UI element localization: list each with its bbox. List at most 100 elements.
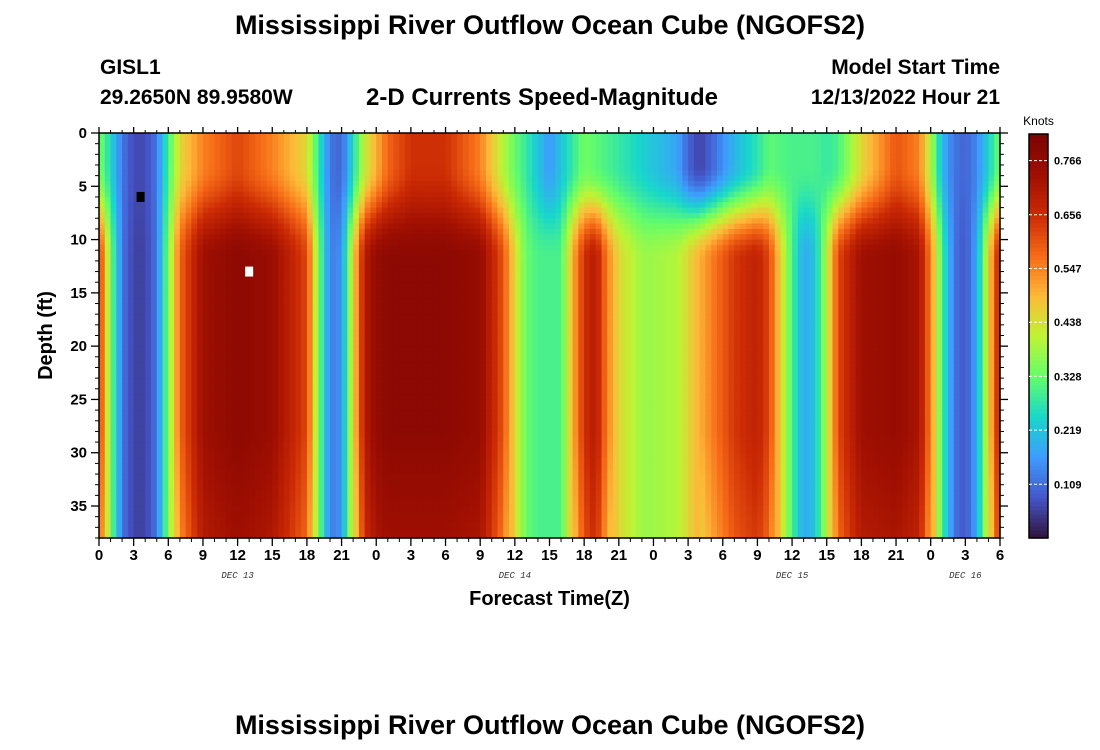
heatmap-cell xyxy=(335,351,343,358)
heatmap-cell xyxy=(382,351,389,358)
heatmap-cell xyxy=(387,442,395,449)
heatmap-cell xyxy=(127,351,135,358)
heatmap-cell xyxy=(393,319,400,326)
heatmap-cell xyxy=(283,383,291,390)
heatmap-cell xyxy=(133,484,141,491)
heatmap-cell xyxy=(208,260,216,267)
heatmap-cell xyxy=(156,154,164,161)
heatmap-cell xyxy=(99,223,106,230)
heatmap-cell xyxy=(116,298,123,305)
heatmap-cell xyxy=(174,196,181,203)
heatmap-cell xyxy=(127,388,135,395)
heatmap-cell xyxy=(393,532,400,539)
heatmap-cell xyxy=(335,495,343,502)
heatmap-cell xyxy=(358,239,366,246)
heatmap-cell xyxy=(405,516,412,523)
heatmap-cell xyxy=(197,367,204,374)
heatmap-cell xyxy=(174,500,181,507)
heatmap-cell xyxy=(278,532,285,539)
heatmap-cell xyxy=(451,228,458,235)
heatmap-cell xyxy=(330,319,337,326)
heatmap-cell xyxy=(382,287,389,294)
heatmap-cell xyxy=(376,495,383,502)
heatmap-cell xyxy=(272,314,279,321)
heatmap-cell xyxy=(353,266,360,273)
heatmap-cell xyxy=(220,420,227,427)
heatmap-cell xyxy=(312,207,320,214)
heatmap-cell xyxy=(122,308,129,315)
heatmap-cell xyxy=(474,159,481,166)
heatmap-cell xyxy=(387,410,395,417)
heatmap-cell xyxy=(422,346,429,353)
heatmap-cell xyxy=(99,196,106,203)
heatmap-cell xyxy=(127,415,135,422)
heatmap-cell xyxy=(341,239,348,246)
heatmap-cell xyxy=(353,340,360,347)
heatmap-cell xyxy=(439,282,447,289)
heatmap-cell xyxy=(347,186,354,193)
heatmap-cell xyxy=(370,207,377,214)
heatmap-cell xyxy=(110,415,117,422)
heatmap-cell xyxy=(139,495,146,502)
heatmap-cell xyxy=(145,404,152,411)
heatmap-cell xyxy=(370,180,377,187)
heatmap-cell xyxy=(295,340,302,347)
heatmap-cell xyxy=(376,511,383,518)
heatmap-cell xyxy=(428,490,435,496)
heatmap-cell xyxy=(416,431,424,438)
heatmap-cell xyxy=(226,212,233,219)
heatmap-cell xyxy=(301,143,308,150)
heatmap-cell xyxy=(295,164,302,171)
heatmap-cell xyxy=(410,298,418,305)
heatmap-cell xyxy=(104,276,112,283)
heatmap-cell xyxy=(168,218,175,225)
heatmap-cell xyxy=(226,399,233,406)
heatmap-cell xyxy=(330,351,337,358)
heatmap-cell xyxy=(422,175,429,182)
heatmap-cell xyxy=(295,223,302,230)
heatmap-cell xyxy=(353,522,360,528)
heatmap-cell xyxy=(127,458,135,464)
heatmap-cell xyxy=(445,191,452,198)
heatmap-cell xyxy=(243,410,250,417)
heatmap-cell xyxy=(127,511,135,518)
heatmap-cell xyxy=(399,463,406,470)
heatmap-cell xyxy=(104,212,112,219)
heatmap-cell xyxy=(226,340,233,347)
heatmap-cell xyxy=(301,133,308,139)
heatmap-cell xyxy=(272,356,279,363)
heatmap-cell xyxy=(347,468,354,475)
heatmap-cell xyxy=(133,271,141,278)
heatmap-cell xyxy=(312,500,320,507)
heatmap-cell xyxy=(301,511,308,518)
heatmap-cell xyxy=(214,260,221,267)
heatmap-cell xyxy=(150,143,158,150)
heatmap-cell xyxy=(405,319,412,326)
heatmap-cell xyxy=(202,452,210,459)
plot-name: 2-D Currents Speed-Magnitude xyxy=(366,84,719,111)
heatmap-cell xyxy=(104,170,112,177)
heatmap-cell xyxy=(358,356,366,363)
heatmap-cell xyxy=(341,436,348,443)
heatmap-cell xyxy=(104,335,112,342)
heatmap-cell xyxy=(416,133,424,139)
heatmap-cell xyxy=(358,474,366,480)
heatmap-cell xyxy=(393,170,400,177)
heatmap-cell xyxy=(249,346,256,353)
heatmap-cell xyxy=(324,335,331,342)
heatmap-cell xyxy=(457,138,464,145)
heatmap-cell xyxy=(393,308,400,315)
heatmap-cell xyxy=(156,218,164,225)
heatmap-cell xyxy=(162,511,169,518)
heatmap-cell xyxy=(104,308,112,315)
heatmap-cell xyxy=(226,484,233,491)
heatmap-cell xyxy=(364,308,372,315)
heatmap-cell xyxy=(364,415,372,422)
heatmap-cell xyxy=(266,516,273,523)
heatmap-cell xyxy=(133,399,141,406)
heatmap-cell xyxy=(237,474,244,480)
heatmap-cell xyxy=(382,186,389,193)
heatmap-cell xyxy=(341,324,348,331)
heatmap-cell xyxy=(341,143,348,150)
heatmap-cell xyxy=(243,148,250,155)
